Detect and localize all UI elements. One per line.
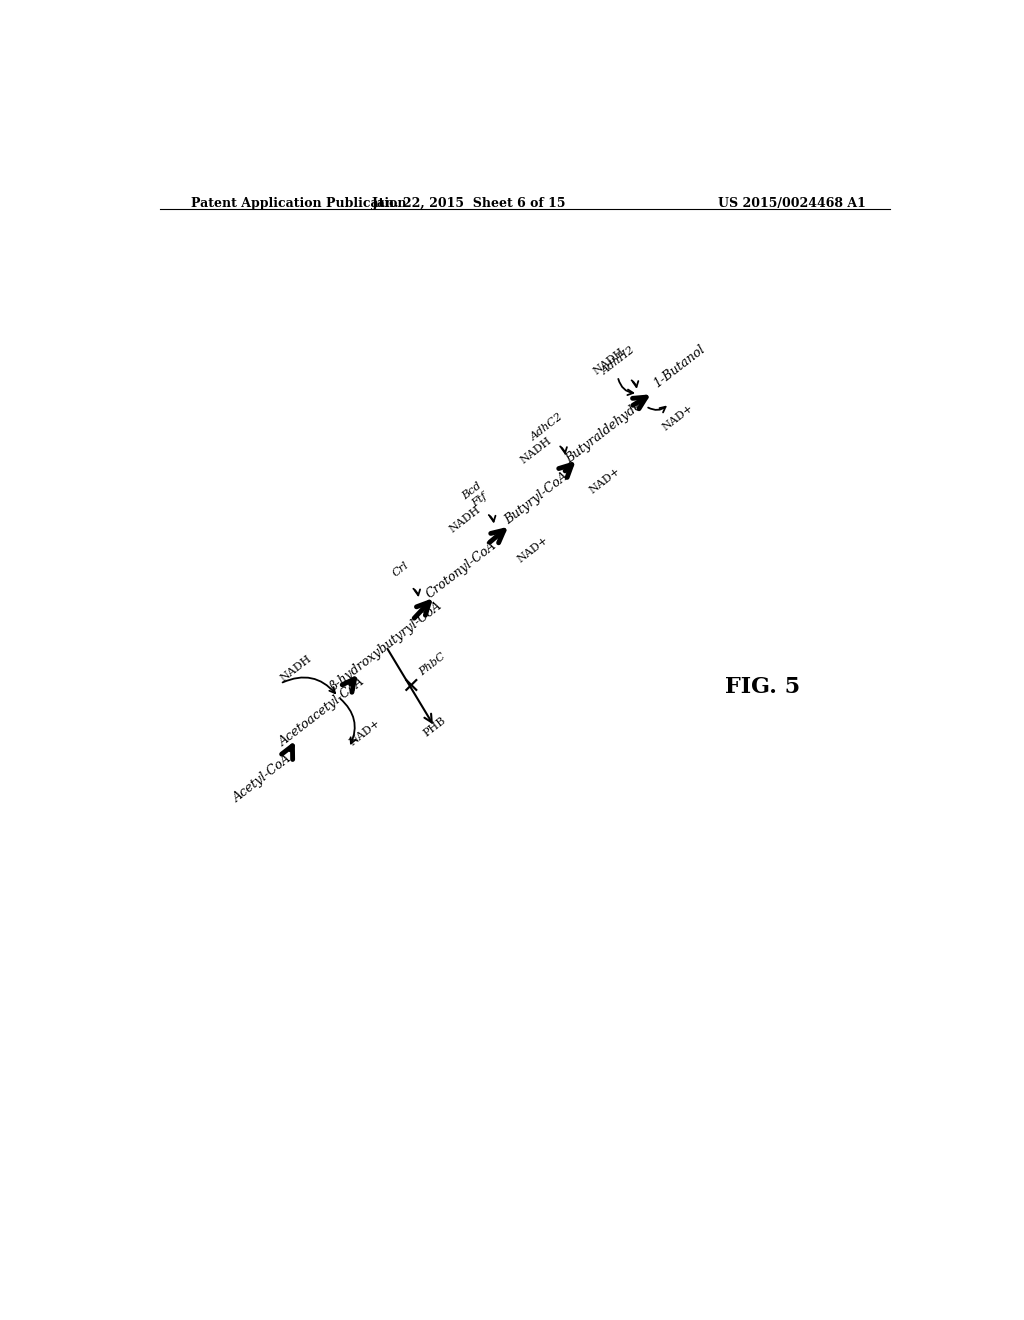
Text: β-hydroxybutyryl-CoA: β-hydroxybutyryl-CoA <box>328 599 444 693</box>
Text: NAD+: NAD+ <box>587 466 622 496</box>
Text: NAD+: NAD+ <box>660 403 695 433</box>
Text: Crl: Crl <box>390 560 411 578</box>
Text: NADH: NADH <box>519 436 554 466</box>
Text: Crotonyl-CoA: Crotonyl-CoA <box>424 539 499 601</box>
Text: AdhH2: AdhH2 <box>600 346 637 378</box>
Text: Acetoacetyl-CoA: Acetoacetyl-CoA <box>278 676 368 750</box>
Text: AdhC2: AdhC2 <box>529 412 565 442</box>
Text: NADH: NADH <box>279 653 313 684</box>
Text: ✕: ✕ <box>400 677 420 697</box>
Text: NAD+: NAD+ <box>347 717 382 747</box>
Text: NAD+: NAD+ <box>516 535 551 565</box>
Text: 1-Butanol: 1-Butanol <box>651 343 708 391</box>
Text: Patent Application Publication: Patent Application Publication <box>191 197 407 210</box>
Text: US 2015/0024468 A1: US 2015/0024468 A1 <box>718 197 866 210</box>
Text: NADH: NADH <box>447 504 482 535</box>
Text: Acetyl-CoA: Acetyl-CoA <box>231 752 295 805</box>
Text: PHB: PHB <box>421 715 447 738</box>
Text: FIG. 5: FIG. 5 <box>725 676 801 698</box>
Text: NADH: NADH <box>592 347 627 376</box>
Text: Jan. 22, 2015  Sheet 6 of 15: Jan. 22, 2015 Sheet 6 of 15 <box>372 197 566 210</box>
Text: Butyryl-CoA: Butyryl-CoA <box>503 470 571 528</box>
Text: Butyraldehyde: Butyraldehyde <box>563 400 645 466</box>
Text: PhbC: PhbC <box>417 652 447 678</box>
Text: Bcd
Ftf: Bcd Ftf <box>461 480 490 511</box>
